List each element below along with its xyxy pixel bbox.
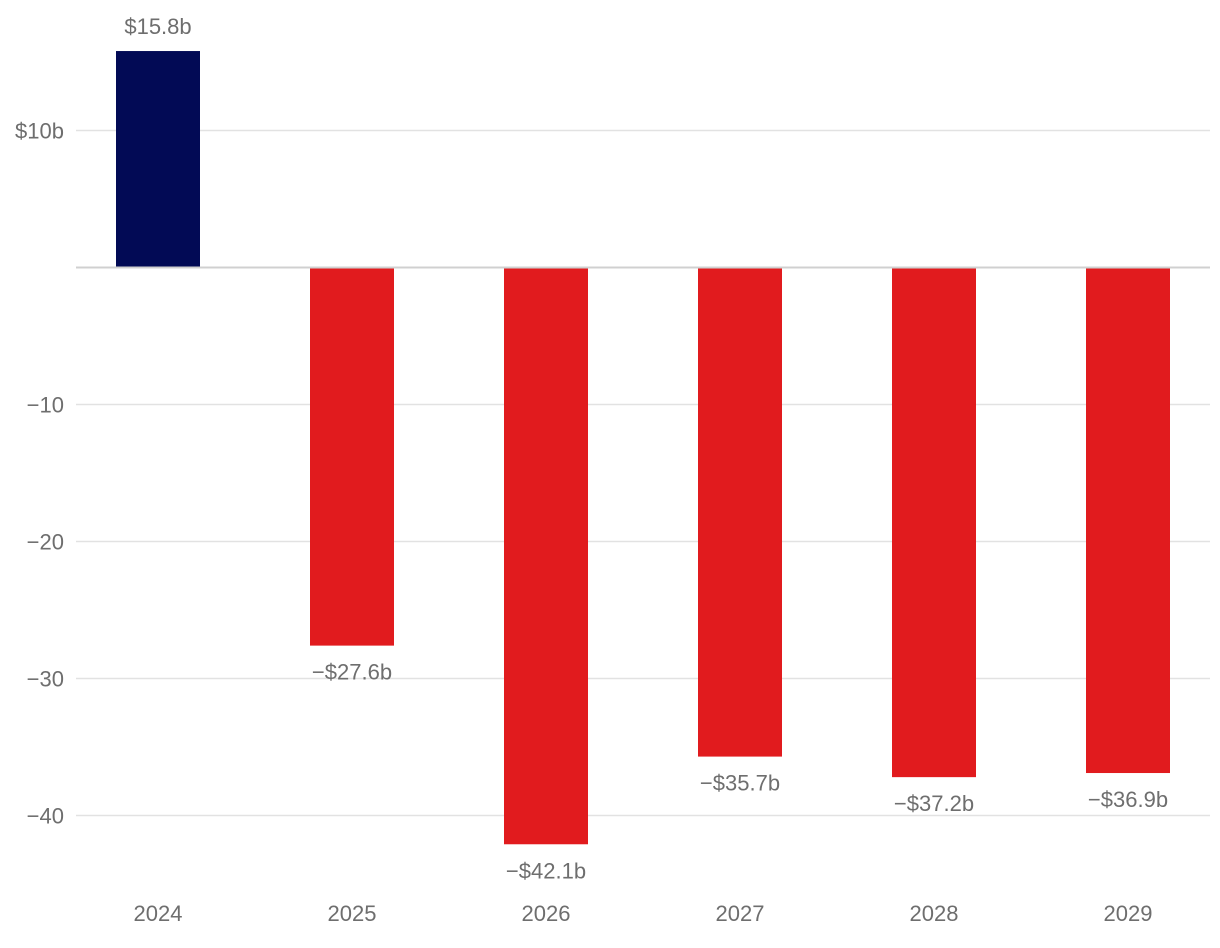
bar-2029 [1086,267,1170,774]
y-tick-label: $10b [15,119,64,144]
x-tick-label: 2026 [522,901,571,926]
x-axis-ticks: 2024 2025 2026 2027 2028 2029 [134,901,1153,926]
y-tick-label: −20 [27,530,64,555]
y-tick-label: −40 [27,804,64,829]
gridlines [76,129,1210,817]
bar-2028 [892,267,976,778]
bar-2026 [504,267,588,845]
y-tick-label: −30 [27,667,64,692]
x-tick-label: 2029 [1104,901,1153,926]
y-tick-label: −10 [27,393,64,418]
data-label: −$37.2b [894,791,974,816]
data-label: −$42.1b [506,858,586,883]
bar-2024 [116,51,200,268]
data-label: −$36.9b [1088,787,1168,812]
bars [116,51,1170,845]
bar-2025 [310,267,394,646]
data-label: −$27.6b [312,660,392,685]
data-label: −$35.7b [700,771,780,796]
x-tick-label: 2028 [910,901,959,926]
data-labels: $15.8b −$27.6b −$42.1b −$35.7b −$37.2b −$36.9… [124,14,1168,883]
x-tick-label: 2024 [134,901,183,926]
x-tick-label: 2025 [328,901,377,926]
y-axis-ticks: $10b −10 −20 −30 −40 [15,119,64,829]
data-label: $15.8b [124,14,191,39]
bar-2027 [698,267,782,757]
x-tick-label: 2027 [716,901,765,926]
